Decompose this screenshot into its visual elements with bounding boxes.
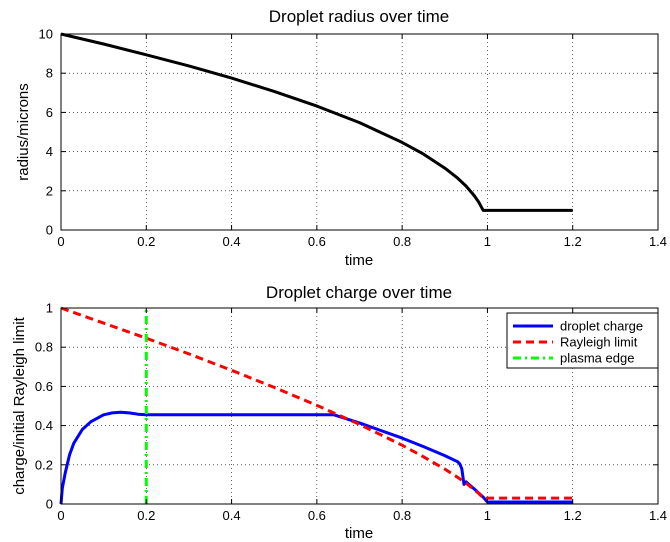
grid-lines	[61, 34, 658, 230]
x-tick-label: 0.8	[393, 508, 411, 523]
x-tick-label: 1.2	[564, 508, 582, 523]
x-tick-label: 0.4	[223, 234, 241, 249]
ticks-group: 0 0.2 0.4 0.6 0.8 1 1.2 1.4 0 0.2 0.4 0.6 0.8 1	[35, 301, 667, 524]
x-tick-label: 0	[57, 234, 64, 249]
x-axis-label: time	[345, 252, 373, 269]
y-tick-label: 0	[46, 223, 53, 238]
series-line-0	[59, 410, 573, 505]
y-tick-label: 4	[46, 144, 53, 159]
x-tick-label: 0.2	[137, 234, 155, 249]
legend-label: Rayleigh limit	[560, 335, 638, 350]
y-tick-label: 8	[46, 66, 53, 81]
x-tick-label: 1.2	[564, 234, 582, 249]
series-line-0	[60, 32, 573, 212]
y-tick-label: 6	[46, 105, 53, 120]
legend-label: droplet charge	[560, 319, 643, 334]
x-tick-label: 0	[57, 508, 64, 523]
x-tick-label: 1	[484, 234, 491, 249]
y-tick-label: 0.2	[35, 457, 53, 472]
y-tick-label: 10	[39, 27, 53, 42]
x-tick-label: 0.2	[137, 508, 155, 523]
x-tick-label: 1.4	[649, 234, 667, 249]
plot-frame	[60, 33, 659, 231]
x-tick-label: 1.4	[649, 508, 667, 523]
y-axis-label: radius/microns	[15, 83, 32, 181]
radius-chart: Droplet radius over time 0 0.2 0.4 0.6 0.8 1 1…	[15, 7, 667, 269]
charge-chart: Droplet charge over time 0 0.2 0.4 0.6 0.8 1 1…	[11, 283, 667, 542]
x-tick-label: 0.8	[393, 234, 411, 249]
y-tick-label: 0	[46, 497, 53, 512]
legend-label: plasma edge	[560, 351, 634, 366]
ticks-group: 0 0.2 0.4 0.6 0.8 1 1.2 1.4 0 2 4 6 8 10	[39, 27, 668, 250]
series-group	[59, 306, 573, 505]
y-axis-label: charge/initial Rayleigh limit	[11, 316, 28, 494]
y-tick-label: 0.6	[35, 379, 53, 394]
series-group	[60, 32, 573, 212]
y-tick-label: 1	[46, 301, 53, 316]
x-tick-label: 0.6	[308, 508, 326, 523]
x-tick-label: 0.4	[223, 508, 241, 523]
chart-title: Droplet charge over time	[266, 283, 452, 302]
y-tick-label: 2	[46, 183, 53, 198]
x-tick-label: 1	[484, 508, 491, 523]
y-tick-label: 0.4	[35, 418, 53, 433]
plot-frame	[60, 307, 659, 505]
y-tick-label: 0.8	[35, 340, 53, 355]
chart-title: Droplet radius over time	[269, 7, 449, 26]
x-axis-label: time	[345, 525, 373, 542]
series-line-1	[60, 306, 573, 500]
x-tick-label: 0.6	[308, 234, 326, 249]
